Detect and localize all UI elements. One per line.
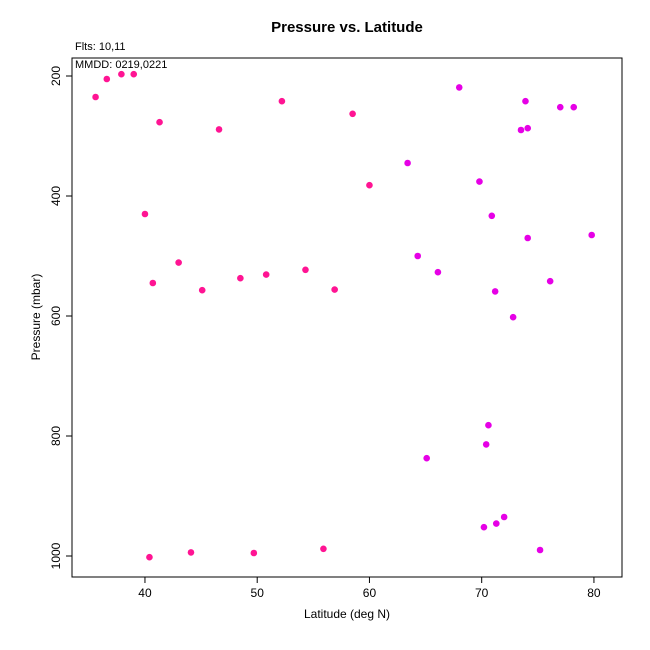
data-point: [414, 252, 422, 260]
data-point: [92, 93, 99, 101]
data-point: [509, 313, 517, 321]
y-tick-label: 800: [49, 426, 63, 446]
data-point: [250, 549, 258, 557]
data-point: [130, 70, 138, 78]
x-axis-label: Latitude (deg N): [304, 607, 390, 621]
data-point: [536, 546, 544, 554]
data-point: [141, 210, 149, 218]
data-point: [476, 178, 483, 185]
y-tick-label: 1000: [49, 542, 63, 569]
data-point: [262, 271, 270, 278]
data-point: [118, 70, 125, 78]
x-tick-label: 40: [138, 586, 152, 600]
data-point: [524, 124, 532, 132]
data-point: [480, 523, 488, 531]
data-point: [366, 181, 373, 189]
data-point: [485, 421, 492, 429]
data-point: [404, 159, 411, 167]
data-point: [103, 75, 111, 83]
data-point: [570, 103, 578, 111]
data-point: [517, 126, 525, 134]
data-point: [149, 279, 157, 287]
x-tick-label: 60: [363, 586, 377, 600]
data-point: [423, 454, 430, 462]
data-point: [302, 266, 309, 274]
y-axis: 200 400 600 800 1000: [49, 66, 72, 569]
data-point: [546, 277, 554, 285]
data-point: [434, 268, 442, 276]
data-point: [320, 545, 327, 553]
data-point: [187, 549, 195, 556]
data-point: [491, 288, 499, 295]
data-point: [349, 110, 356, 118]
x-tick-label: 80: [587, 586, 601, 600]
data-point: [524, 234, 532, 242]
data-point: [237, 274, 244, 282]
data-point: [482, 441, 490, 448]
data-points: [92, 70, 595, 561]
data-point: [500, 513, 508, 521]
data-point: [522, 97, 529, 105]
data-point: [492, 520, 500, 527]
y-tick-label: 200: [49, 66, 63, 86]
x-tick-label: 50: [251, 586, 265, 600]
data-point: [278, 97, 286, 105]
data-point: [175, 259, 182, 266]
x-axis: 40 50 60 70 80: [138, 577, 601, 600]
data-point: [331, 286, 338, 293]
plot-frame: [71, 57, 623, 578]
data-point: [146, 553, 153, 561]
data-point: [588, 231, 595, 239]
data-point: [488, 212, 496, 220]
data-point: [556, 103, 564, 111]
y-axis-label: Pressure (mbar): [29, 274, 43, 361]
flights-annotation: Flts: 10,11: [75, 41, 126, 53]
y-tick-label: 400: [49, 186, 63, 206]
y-tick-label: 600: [49, 306, 63, 326]
data-point: [215, 126, 223, 133]
data-point: [455, 84, 463, 91]
data-point: [156, 118, 163, 126]
data-point: [198, 286, 206, 294]
date-annotation: MMDD: 0219,0221: [75, 59, 168, 71]
x-tick-label: 70: [475, 586, 489, 600]
chart-title: Pressure vs. Latitude: [271, 19, 423, 36]
